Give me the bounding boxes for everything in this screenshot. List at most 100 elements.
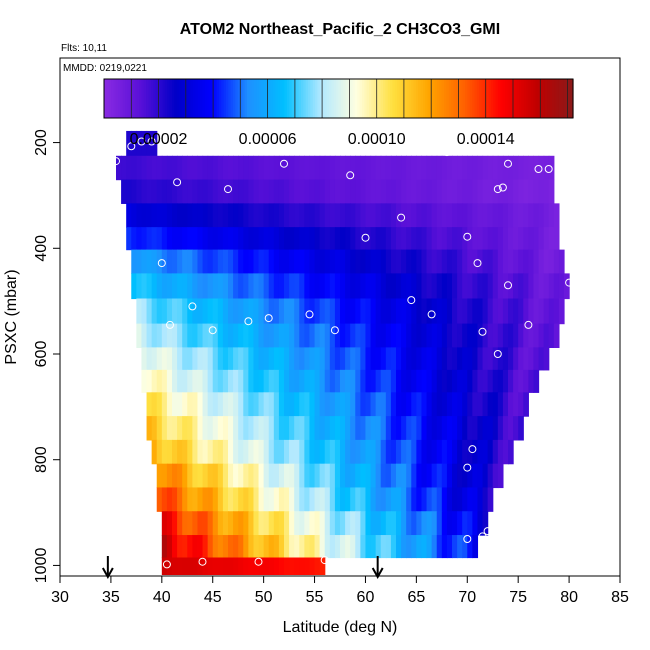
heatmap-cell (268, 439, 275, 465)
heatmap-cell (401, 227, 407, 251)
heatmap-cell (411, 227, 417, 251)
heatmap-cell (258, 487, 265, 512)
heatmap-cell (217, 439, 224, 465)
heatmap-cell (222, 487, 229, 512)
heatmap-cell (396, 439, 402, 465)
colorbar-segment (329, 79, 333, 118)
heatmap-cell (406, 155, 412, 181)
colorbar-segment (207, 79, 211, 118)
heatmap-cell (289, 323, 295, 348)
heatmap-cell (141, 249, 148, 274)
heatmap-cell (187, 249, 193, 274)
heatmap-cell (523, 273, 529, 300)
heatmap-cell (487, 487, 494, 512)
heatmap-cell (304, 179, 311, 204)
colorbar-segment (160, 79, 164, 118)
heatmap-cell (508, 392, 514, 417)
heatmap-cell (172, 369, 178, 393)
heatmap-cell (187, 155, 193, 181)
heatmap-cell (431, 155, 438, 181)
heatmap-cell (294, 416, 300, 441)
heatmap-cell (497, 347, 504, 371)
heatmap-cell (365, 155, 372, 181)
heatmap-cell (350, 439, 356, 465)
heatmap-cell (513, 179, 519, 204)
heatmap-cell (375, 416, 382, 441)
heatmap-cell (523, 227, 529, 251)
heatmap-cell (487, 439, 494, 465)
heatmap-cell (202, 298, 209, 325)
colorbar-segment (474, 79, 478, 118)
heatmap-cell (334, 439, 341, 465)
heatmap-cell (452, 249, 458, 274)
heatmap-cell (228, 511, 234, 536)
flight-point (473, 259, 482, 268)
heatmap-cell (207, 203, 214, 228)
heatmap-cell (518, 347, 524, 371)
heatmap-cell (314, 463, 321, 489)
heatmap-cell (360, 347, 367, 371)
heatmap-cell (233, 392, 239, 417)
heatmap-cell (248, 227, 255, 251)
heatmap-cell (243, 203, 249, 228)
heatmap-cell (289, 298, 295, 325)
heatmap-cell (258, 463, 265, 489)
heatmap-cell (396, 179, 402, 204)
heatmap-cell (238, 392, 244, 417)
heatmap-cell (452, 369, 458, 393)
colorbar-segment (530, 79, 534, 118)
colorbar-segment (570, 79, 574, 118)
colorbar-segment (188, 79, 192, 118)
heatmap-cell (482, 439, 489, 465)
heatmap-cell (273, 463, 280, 489)
heatmap-cell (548, 249, 555, 274)
heatmap-cell (284, 249, 290, 274)
heatmap-cell (380, 535, 387, 559)
heatmap-cell (207, 179, 214, 204)
heatmap-cell (538, 155, 545, 181)
heatmap-cell (273, 369, 280, 393)
heatmap-cell (370, 416, 377, 441)
colorbar-segment (272, 79, 276, 118)
heatmap-cell (172, 155, 178, 181)
heatmap-cell (294, 511, 300, 536)
flight-point (483, 527, 492, 536)
heatmap-cell (126, 155, 132, 181)
heatmap-cell (513, 416, 519, 441)
colorbar-segment (244, 79, 248, 118)
heatmap-cell (431, 203, 438, 228)
heatmap-cell (390, 439, 397, 465)
heatmap-cell (299, 416, 305, 441)
heatmap-cell (309, 511, 316, 536)
colorbar-segment (256, 79, 260, 118)
heatmap-cell (375, 347, 382, 371)
heatmap-cell (370, 369, 377, 393)
colorbar-segment (111, 79, 114, 118)
heatmap-cell (299, 535, 305, 559)
heatmap-cell (518, 298, 524, 325)
heatmap-cell (314, 535, 321, 559)
heatmap-cell (477, 347, 484, 371)
colorbar-segment (554, 79, 558, 118)
flight-point (264, 314, 273, 323)
heatmap-cell (273, 511, 280, 536)
heatmap-cell (182, 227, 188, 251)
heatmap-cell (233, 487, 239, 512)
heatmap-cell (329, 323, 336, 348)
colorbar-segment (146, 79, 150, 118)
heatmap-cell (350, 203, 356, 228)
heatmap-cell (452, 179, 458, 204)
colorbar-segment (401, 79, 405, 118)
heatmap-cell (472, 439, 479, 465)
heatmap-cell (345, 392, 351, 417)
heatmap-cell (324, 369, 331, 393)
heatmap-cell (166, 439, 173, 465)
x-tick-label: 30 (51, 589, 69, 606)
heatmap-cell (253, 439, 260, 465)
colorbar-segment (415, 79, 419, 118)
heatmap-cell (192, 347, 199, 371)
heatmap-cell (268, 298, 275, 325)
heatmap-cell (457, 439, 463, 465)
heatmap-cell (508, 273, 514, 300)
colorbar-segment (521, 79, 525, 118)
